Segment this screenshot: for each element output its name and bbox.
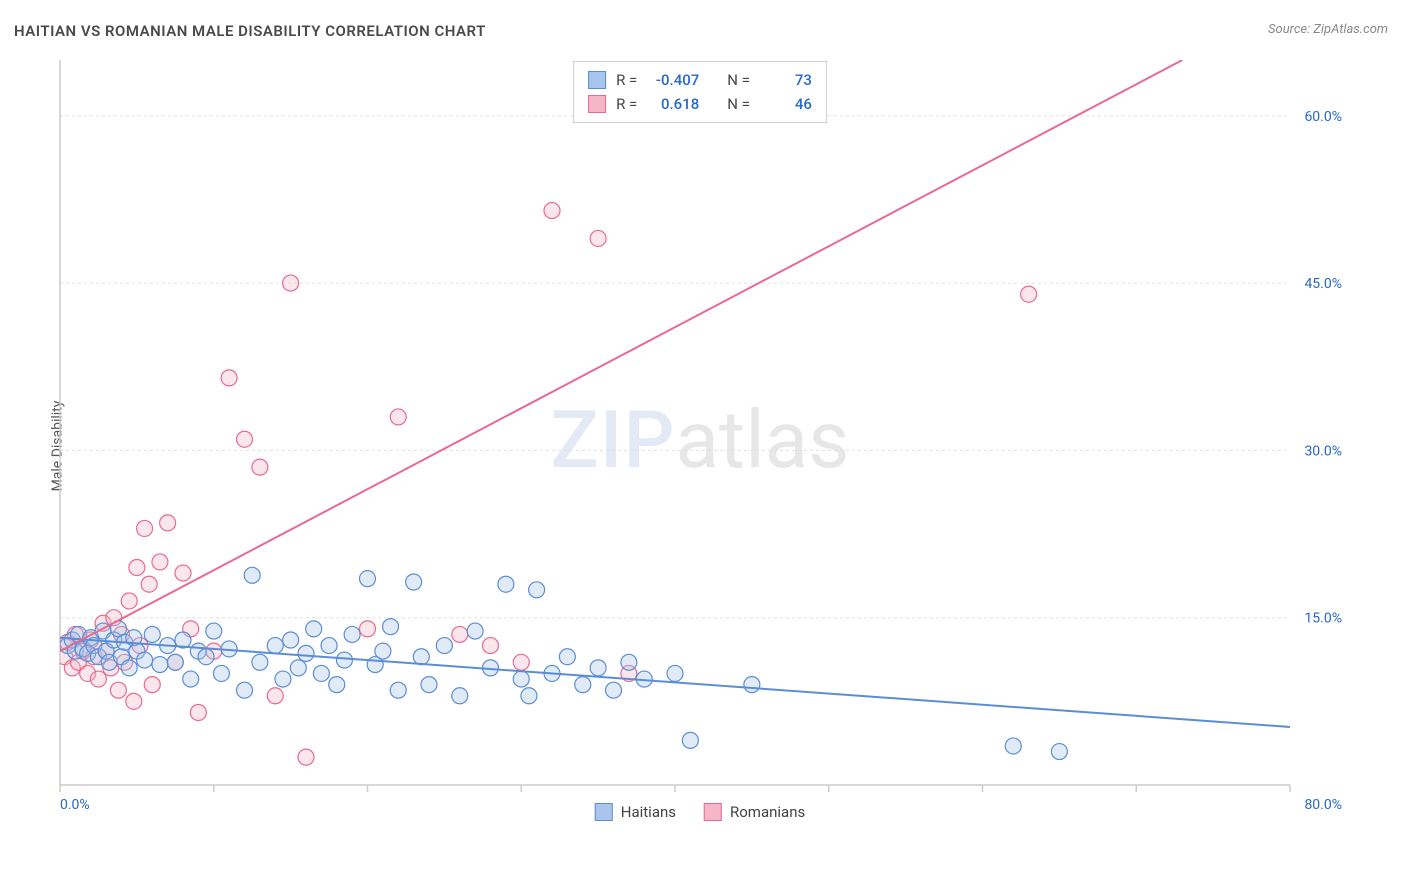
chart-title: HAITIAN VS ROMANIAN MALE DISABILITY CORR… — [14, 22, 486, 40]
n-label: N = — [727, 68, 750, 92]
svg-text:45.0%: 45.0% — [1304, 276, 1342, 292]
source-attribution: Source: ZipAtlas.com — [1268, 22, 1388, 37]
swatch-romanians — [704, 803, 722, 821]
series-label-haitians: Haitians — [621, 803, 676, 821]
legend-item-haitians: Haitians — [595, 803, 676, 821]
svg-text:60.0%: 60.0% — [1304, 109, 1342, 125]
r-label: R = — [616, 68, 637, 92]
plot-area: ZIPatlas 15.0%30.0%45.0%60.0%0.0%80.0% R… — [50, 55, 1350, 825]
svg-text:15.0%: 15.0% — [1304, 611, 1342, 627]
n-value-romanians: 46 — [760, 92, 812, 116]
n-value-haitians: 73 — [760, 68, 812, 92]
legend-row-romanians: R = 0.618 N = 46 — [588, 92, 812, 116]
r-label: R = — [616, 92, 637, 116]
swatch-romanians — [588, 95, 606, 113]
svg-text:80.0%: 80.0% — [1304, 797, 1342, 813]
series-label-romanians: Romanians — [730, 803, 805, 821]
swatch-haitians — [588, 71, 606, 89]
r-value-haitians: -0.407 — [647, 68, 699, 92]
svg-text:0.0%: 0.0% — [60, 797, 90, 813]
r-value-romanians: 0.618 — [647, 92, 699, 116]
svg-text:30.0%: 30.0% — [1304, 443, 1342, 459]
legend-row-haitians: R = -0.407 N = 73 — [588, 68, 812, 92]
legend-item-romanians: Romanians — [704, 803, 805, 821]
scatter-chart: 15.0% 30.0% 45.0% 60.0% 0.0% 80.0% — [50, 55, 1350, 825]
series-legend: Haitians Romanians — [595, 803, 805, 821]
n-label: N = — [727, 92, 750, 116]
chart-container: HAITIAN VS ROMANIAN MALE DISABILITY CORR… — [0, 0, 1406, 892]
correlation-legend: R = -0.407 N = 73 R = 0.618 N = 46 — [573, 61, 827, 123]
swatch-haitians — [595, 803, 613, 821]
